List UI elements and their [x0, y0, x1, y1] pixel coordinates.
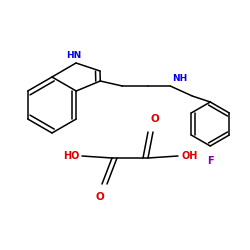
- Text: HO: HO: [62, 151, 79, 161]
- Text: NH: NH: [172, 74, 188, 83]
- Text: F: F: [207, 156, 214, 166]
- Text: O: O: [96, 192, 104, 202]
- Text: OH: OH: [181, 151, 198, 161]
- Text: HN: HN: [66, 51, 82, 60]
- Text: O: O: [150, 114, 160, 124]
